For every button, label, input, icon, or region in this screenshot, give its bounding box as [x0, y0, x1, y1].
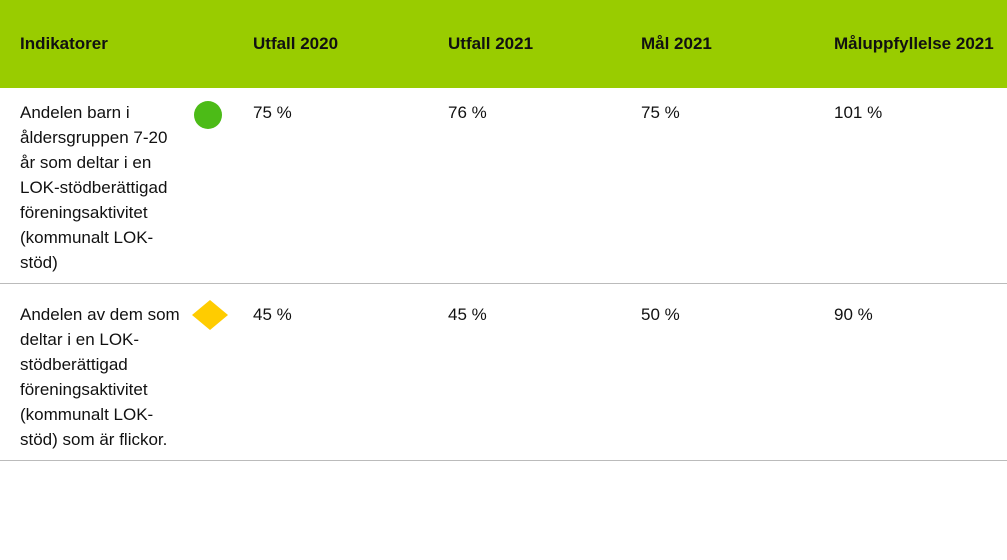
status-icon-green: [194, 101, 222, 129]
header-cell: [190, 0, 245, 88]
value-cell: 101 %: [826, 88, 1007, 284]
value-cell: 75 %: [633, 88, 826, 284]
status-cell: [190, 88, 245, 284]
yellow-diamond: [192, 300, 228, 330]
value-cell: 50 %: [633, 283, 826, 461]
header-cell: Utfall 2020: [245, 0, 440, 88]
table-row: Andelen barn i åldersgruppen 7-20 år som…: [0, 88, 1007, 284]
status-cell: [190, 283, 245, 461]
header-row: Indikatorer Utfall 2020 Utfall 2021 Mål …: [0, 0, 1007, 88]
indicator-cell: Andelen av dem som deltar i en LOK-stödb…: [0, 283, 190, 461]
value-cell: 45 %: [245, 283, 440, 461]
value-cell: 76 %: [440, 88, 633, 284]
value-cell: 45 %: [440, 283, 633, 461]
value-cell: 75 %: [245, 88, 440, 284]
table-row: Andelen av dem som deltar i en LOK-stödb…: [0, 283, 1007, 461]
indicator-cell: Andelen barn i åldersgruppen 7-20 år som…: [0, 88, 190, 284]
header-cell: Måluppfyllelse 2021: [826, 0, 1007, 88]
indicator-table: Indikatorer Utfall 2020 Utfall 2021 Mål …: [0, 0, 1007, 461]
green-circle: [194, 101, 222, 129]
header-cell: Indikatorer: [0, 0, 190, 88]
header-cell: Utfall 2021: [440, 0, 633, 88]
status-icon-yellow: [192, 300, 228, 330]
value-cell: 90 %: [826, 283, 1007, 461]
header-cell: Mål 2021: [633, 0, 826, 88]
